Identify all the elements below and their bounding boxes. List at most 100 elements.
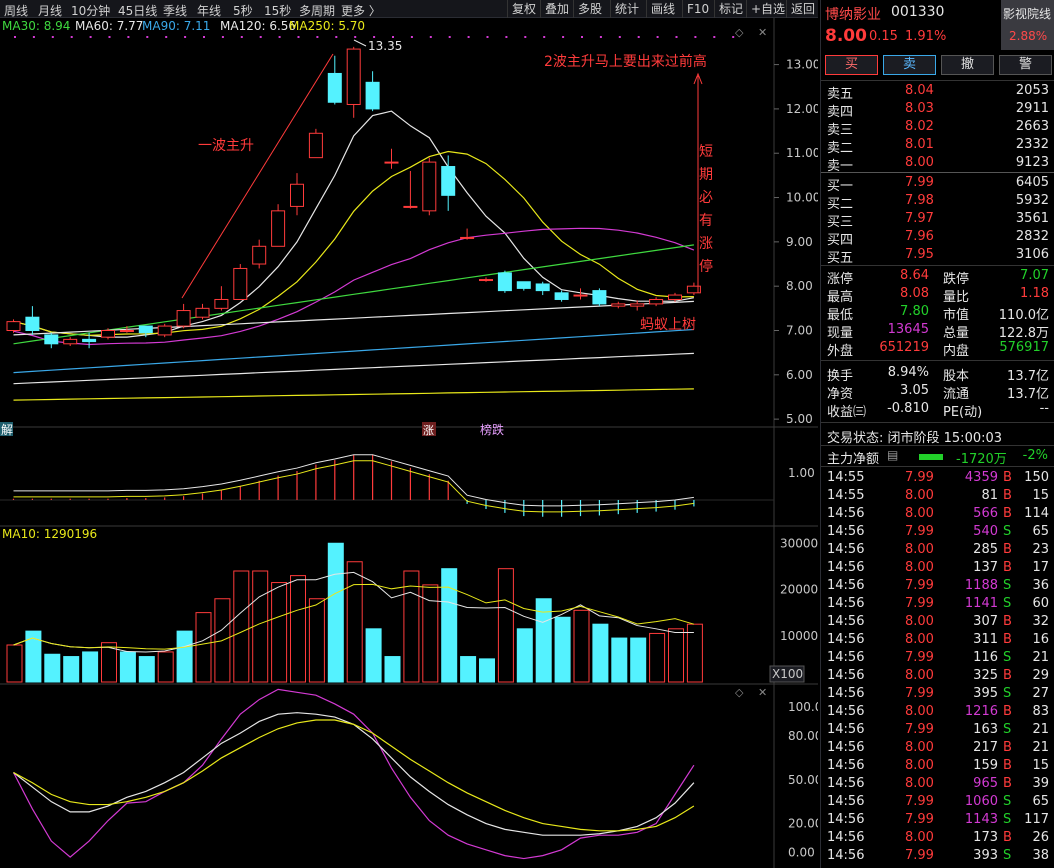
tick-row: 14:56 8.00 159 B 15: [821, 757, 1054, 775]
tick-count: 15: [1032, 488, 1049, 503]
tick-time: 14:56: [827, 542, 865, 557]
toolbar-button[interactable]: 画线: [646, 0, 679, 18]
period-tab[interactable]: 更多 〉: [341, 4, 381, 18]
candle: [554, 290, 569, 302]
tick-side: S: [1003, 848, 1012, 863]
tick-row: 14:56 7.99 395 S 27: [821, 685, 1054, 703]
toolbar-button[interactable]: F10: [682, 0, 713, 18]
period-tab[interactable]: 月线: [38, 4, 63, 18]
period-tab[interactable]: 5秒: [233, 4, 253, 18]
stat-value: 110.0亿: [998, 308, 1049, 323]
tick-count: 114: [1024, 506, 1049, 521]
toolbar-button[interactable]: 多股: [573, 0, 606, 18]
volume-bar: [554, 616, 571, 683]
stat-value: 1.18: [1020, 286, 1049, 301]
tick-row: 14:56 7.99 163 S 21: [821, 721, 1054, 739]
order-level-label: 卖五: [827, 87, 854, 102]
stat-label: 收益㈢: [827, 405, 867, 420]
toolbar-button[interactable]: 标记: [714, 0, 747, 18]
tick-time: 14:56: [827, 848, 865, 863]
marker-dots: [14, 36, 735, 38]
sell-button[interactable]: 卖: [883, 55, 936, 75]
tick-time: 14:56: [827, 506, 865, 521]
macd-dif-line: [13, 454, 694, 507]
stat-label: 量比: [943, 290, 970, 305]
main-flow-value: -1720万: [956, 452, 1007, 467]
tick-row: 14:56 7.99 1141 S 60: [821, 595, 1054, 613]
volume-bar: [195, 612, 212, 683]
stat-label: 换手: [827, 369, 854, 384]
tick-side: S: [1003, 596, 1012, 611]
tick-row: 14:55 8.00 81 B 15: [821, 487, 1054, 505]
tick-time: 14:56: [827, 812, 865, 827]
candle: [290, 173, 304, 216]
tick-volume: 1060: [964, 794, 998, 809]
tick-volume: 395: [973, 686, 998, 701]
tick-count: 21: [1032, 740, 1049, 755]
buy-button[interactable]: 买: [825, 55, 878, 75]
tick-volume: 81: [981, 488, 998, 503]
stat-label: 最低: [827, 308, 854, 323]
kline-chart-area[interactable]: 13.00 12.00 11.00 10.00 9.00 8.00 7.00 6.00 5.00…: [0, 18, 818, 868]
tick-side: S: [1003, 812, 1012, 827]
tick-volume: 1188: [964, 578, 998, 593]
stat-value: 8.94%: [887, 365, 929, 380]
toolbar-button[interactable]: +自选: [746, 0, 789, 18]
candle: [214, 286, 229, 311]
toolbar-button[interactable]: 返回: [786, 0, 819, 18]
candle: [479, 277, 493, 282]
main-flow-pct: -2%: [1022, 448, 1048, 463]
pane-control-icon: ✕: [758, 686, 767, 699]
tick-time: 14:56: [827, 722, 865, 737]
tick-price: 7.99: [905, 578, 934, 593]
volume-bar: [233, 570, 250, 683]
quote-stat-row: 现量 13645 总量 122.8万: [821, 321, 1054, 341]
candle: [497, 270, 512, 293]
quote-stat-row: 最高 8.08 量比 1.18: [821, 285, 1054, 305]
toolbar-button[interactable]: 复权: [507, 0, 540, 18]
kline-chart[interactable]: 13.00 12.00 11.00 10.00 9.00 8.00 7.00 6.00 5.00…: [0, 18, 818, 868]
toolbar: 周线 月线 10分钟 45日线 季线 年线 5秒 15秒 多周期 更多 〉 复权 叠加 多股 统计 画线 F1…: [0, 0, 818, 18]
tick-volume: 4359: [964, 470, 998, 485]
toolbar-button[interactable]: 叠加: [540, 0, 573, 18]
period-tab[interactable]: 年线: [197, 4, 222, 18]
candle: [308, 128, 323, 159]
order-price: 8.04: [905, 83, 934, 98]
volume-legend: MA10: 1290196: [2, 527, 97, 541]
volume-bar: [25, 630, 42, 683]
period-tab[interactable]: 15秒: [264, 4, 292, 18]
alert-button[interactable]: 警: [999, 55, 1052, 75]
period-tab[interactable]: 季线: [163, 4, 188, 18]
sector-box[interactable]: 影视院线 2.88%: [1001, 0, 1054, 50]
cancel-button[interactable]: 撤: [941, 55, 994, 75]
ma-legend-item: MA250: 5.70: [289, 19, 366, 33]
ma-legend-item: MA120: 6.56: [220, 19, 297, 33]
short-term-annotation-char: 短: [699, 144, 713, 160]
short-term-annotation-char: 必: [699, 190, 713, 206]
candle: [668, 292, 682, 302]
volume-bar: [479, 658, 495, 683]
tick-time: 14:56: [827, 668, 865, 683]
period-tab[interactable]: 周线: [4, 4, 29, 18]
quote-stat-row: 最低 7.80 市值 110.0亿: [821, 303, 1054, 323]
period-tab[interactable]: 10分钟: [71, 4, 111, 18]
tick-volume: 285: [973, 542, 998, 557]
order-level-label: 买三: [827, 215, 854, 230]
quote-fundamental-row: 收益㈢ -0.810 PE(动) --: [821, 400, 1054, 420]
short-term-annotation-char: 有: [699, 213, 713, 229]
tick-count: 38: [1032, 848, 1049, 863]
toolbar-button[interactable]: 统计: [610, 0, 643, 18]
volume-ma10-line: [13, 583, 695, 650]
tick-volume: 1141: [964, 596, 998, 611]
candle: [384, 148, 399, 169]
tick-count: 26: [1032, 830, 1049, 845]
volume-bar: [290, 575, 306, 683]
period-tab[interactable]: 多周期: [299, 4, 336, 18]
period-tab[interactable]: 45日线: [118, 4, 158, 18]
order-level-label: 买五: [827, 251, 854, 266]
tick-price: 8.00: [905, 740, 934, 755]
tick-count: 65: [1032, 794, 1049, 809]
order-level-label: 买四: [827, 233, 854, 248]
tick-row: 14:56 8.00 1216 B 83: [821, 703, 1054, 721]
list-icon[interactable]: ▤: [887, 448, 899, 462]
